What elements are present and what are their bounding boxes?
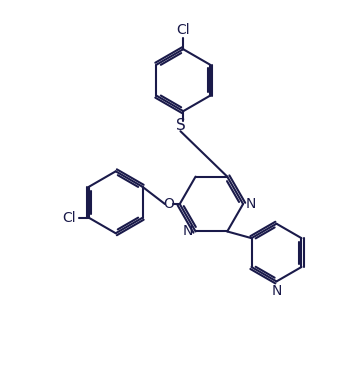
- Text: Cl: Cl: [176, 22, 190, 36]
- Text: O: O: [164, 197, 175, 211]
- Text: N: N: [246, 197, 256, 211]
- Text: N: N: [182, 225, 193, 238]
- Text: S: S: [176, 118, 185, 134]
- Text: N: N: [271, 284, 282, 298]
- Text: Cl: Cl: [62, 211, 76, 225]
